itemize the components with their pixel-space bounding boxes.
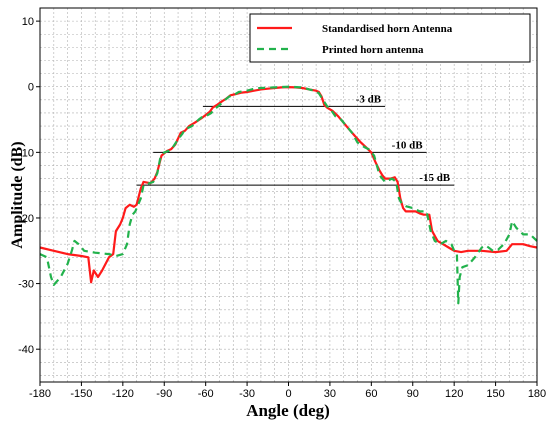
x-tick-label: 180 [528,388,546,400]
x-tick-label: -90 [156,388,172,400]
x-tick-label: -60 [198,388,214,400]
x-tick-label: -150 [70,388,92,400]
y-tick-label: -10 [18,147,34,159]
x-tick-label: -180 [29,388,51,400]
y-axis-title: Amplitude (dB) [9,141,26,248]
tick-labels: -180 -150 -120 -90 -60 -30 0 30 60 90 120 150 180 10 0… [18,16,546,400]
y-tick-label: 10 [22,16,34,28]
plot-area [40,8,537,382]
x-tick-label: 150 [486,388,504,400]
y-tick-label: -30 [18,279,34,291]
reference-lines: -3 dB -10 dB -15 dB [136,93,455,186]
ref-line-label: -10 dB [392,139,424,151]
x-tick-label: -30 [239,388,255,400]
y-tick-label: -40 [18,344,34,356]
legend-label-standard: Standardised horn Antenna [322,23,453,35]
x-tick-label: -120 [112,388,134,400]
x-axis-title: Angle (deg) [246,401,330,420]
series-line-standardised [39,86,538,284]
x-tick-label: 90 [407,388,419,400]
legend-box [249,13,531,63]
x-tick-label: 0 [285,388,291,400]
ref-line-label: -3 dB [356,93,382,105]
y-tick-label: -20 [18,213,34,225]
y-tick-label: 0 [28,82,34,94]
series-lines [39,85,538,305]
ref-line-label: -15 dB [419,172,451,184]
x-tick-label: 120 [445,388,463,400]
legend: Standardised horn Antenna Printed horn a… [249,13,531,63]
x-tick-label: 60 [365,388,377,400]
series-line-printed [39,85,538,305]
legend-label-printed: Printed horn antenna [322,44,424,56]
x-tick-label: 30 [324,388,336,400]
